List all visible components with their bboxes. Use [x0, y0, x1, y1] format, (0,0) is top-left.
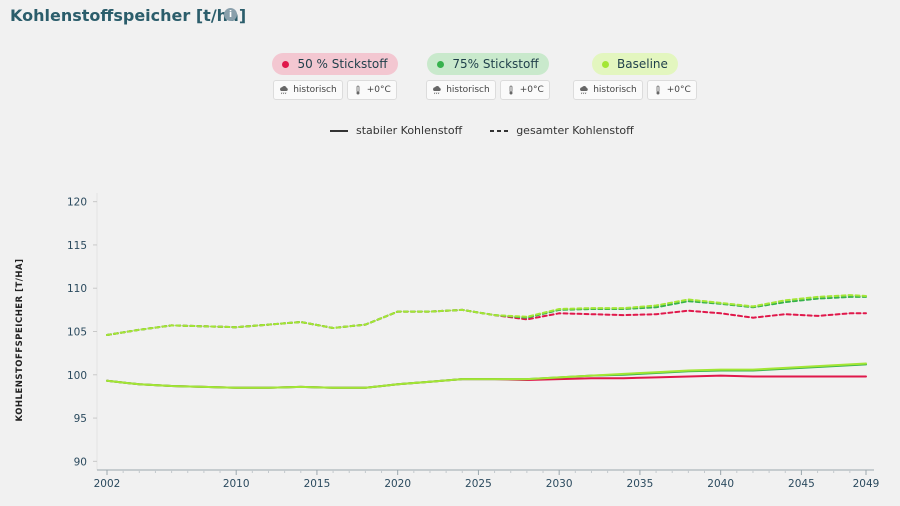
temperature-tag: +0°C [346, 80, 397, 100]
legend-dashed[interactable]: gesamter Kohlenstoff [490, 124, 634, 137]
thermometer-icon [356, 85, 360, 95]
x-tick-label: 2020 [384, 478, 411, 490]
series-line-stabil-baseline [106, 362, 867, 389]
page-title: Kohlenstoffspeicher [t/ha] [10, 6, 247, 25]
temperature-tag: +0°C [499, 80, 550, 100]
scenario-label: 75% Stickstoff [452, 57, 539, 71]
cloud-rain-icon [433, 86, 442, 95]
x-tick-label: 2035 [627, 478, 654, 490]
tag-label: historisch [593, 85, 637, 95]
climate-tag: historisch [273, 80, 343, 100]
y-tick-label: 90 [74, 456, 87, 468]
x-tick-label: 2002 [94, 478, 121, 490]
scenario-50-stickstoff[interactable]: 50 % Stickstoff historisch +0°C [265, 53, 405, 100]
y-tick-label: 115 [67, 240, 87, 252]
scenario-baseline[interactable]: Baseline historisch +0°C [565, 53, 705, 100]
thermometer-icon [656, 85, 660, 95]
y-tick-label: 120 [67, 197, 87, 209]
y-tick-label: 110 [67, 283, 87, 295]
tag-label: +0°C [366, 85, 391, 95]
solid-line-icon [330, 129, 348, 132]
tag-label: +0°C [666, 85, 691, 95]
series-line-gesamt-baseline [106, 294, 867, 336]
scenario-dot-icon [437, 60, 445, 68]
thermometer-icon [509, 85, 513, 95]
scenario-dot-icon [282, 60, 290, 68]
x-tick-label: 2040 [707, 478, 734, 490]
scenario-75-stickstoff[interactable]: 75% Stickstoff historisch +0°C [418, 53, 558, 100]
tag-label: historisch [446, 85, 490, 95]
scenario-label: 50 % Stickstoff [297, 57, 388, 71]
temperature-tag: +0°C [646, 80, 697, 100]
climate-tag: historisch [573, 80, 643, 100]
scenario-label: Baseline [617, 57, 668, 71]
y-tick-label: 100 [67, 370, 87, 382]
x-tick-label: 2045 [788, 478, 815, 490]
x-tick-label: 2030 [546, 478, 573, 490]
scenario-pill[interactable]: 50 % Stickstoff [272, 53, 398, 75]
info-icon[interactable]: i [224, 8, 237, 21]
series-line-gesamt-75-stickstoff [106, 295, 867, 336]
climate-tag: historisch [426, 80, 496, 100]
scenario-pill[interactable]: 75% Stickstoff [427, 53, 549, 75]
tag-label: historisch [293, 85, 337, 95]
y-tick-label: 95 [74, 413, 87, 425]
x-tick-label: 2049 [853, 478, 880, 490]
legend-solid[interactable]: stabiler Kohlenstoff [330, 124, 462, 137]
scenario-pill[interactable]: Baseline [592, 53, 678, 75]
legend-dashed-label: gesamter Kohlenstoff [516, 124, 634, 137]
legend-solid-label: stabiler Kohlenstoff [356, 124, 463, 137]
scenario-dot-icon [602, 60, 610, 68]
x-tick-label: 2025 [465, 478, 492, 490]
x-tick-label: 2010 [223, 478, 250, 490]
y-tick-label: 105 [67, 327, 87, 339]
line-legend: stabiler Kohlenstoff gesamter Kohlenstof… [330, 124, 634, 137]
x-tick-label: 2015 [304, 478, 331, 490]
tag-label: +0°C [519, 85, 544, 95]
dashed-line-icon [490, 129, 509, 132]
series-line-stabil-50-stickstoff [106, 374, 867, 389]
cloud-rain-icon [280, 86, 289, 95]
cloud-rain-icon [580, 86, 589, 95]
